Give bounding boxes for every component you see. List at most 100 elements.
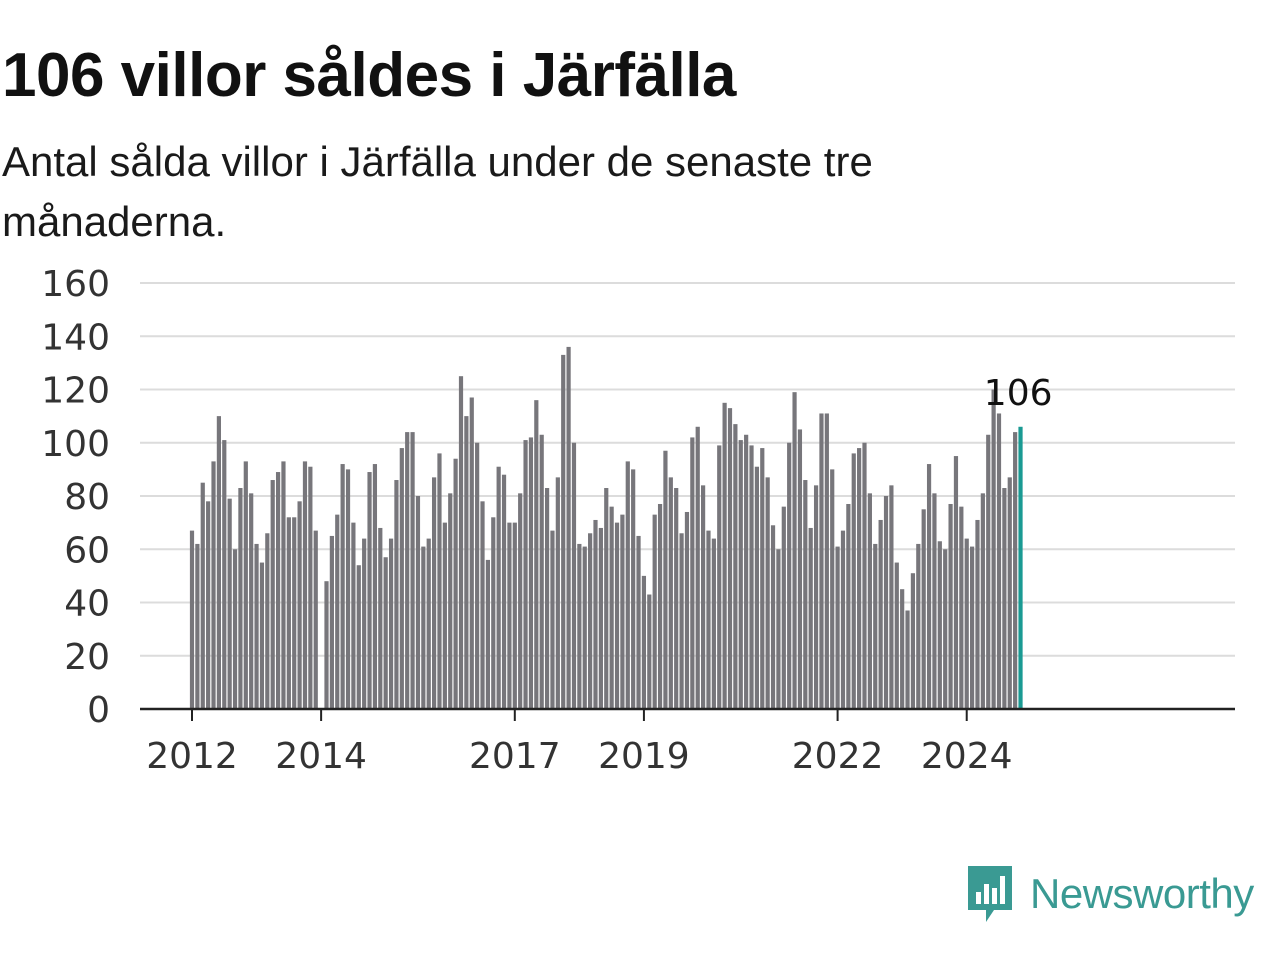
bar bbox=[458, 376, 464, 709]
bar bbox=[399, 448, 404, 709]
bar bbox=[292, 517, 297, 709]
bar bbox=[577, 543, 582, 709]
bar bbox=[878, 519, 883, 709]
bar bbox=[335, 514, 340, 709]
bar bbox=[329, 535, 334, 709]
bar bbox=[345, 469, 351, 709]
bar bbox=[426, 538, 431, 709]
bar bbox=[733, 424, 738, 709]
bar bbox=[555, 477, 560, 709]
bar bbox=[614, 522, 620, 709]
bar bbox=[830, 469, 835, 709]
brand-name: Newsworthy bbox=[1030, 870, 1254, 917]
bar bbox=[206, 501, 211, 709]
bar bbox=[792, 392, 797, 709]
bar bbox=[862, 442, 867, 709]
y-tick-label: 160 bbox=[41, 264, 110, 305]
bar bbox=[975, 519, 980, 709]
bar bbox=[695, 426, 700, 709]
bar bbox=[324, 581, 329, 709]
page-title: 106 villor såldes i Järfälla bbox=[2, 41, 736, 110]
bar bbox=[776, 549, 781, 709]
bar bbox=[846, 503, 851, 709]
y-tick-label: 80 bbox=[64, 477, 110, 518]
bar bbox=[684, 511, 690, 709]
bar bbox=[351, 522, 356, 709]
bar bbox=[539, 434, 544, 709]
bar bbox=[744, 434, 749, 709]
bar bbox=[265, 533, 270, 709]
bar bbox=[867, 493, 872, 709]
bar bbox=[405, 432, 410, 709]
bar bbox=[561, 354, 566, 709]
bar bbox=[259, 562, 265, 709]
annotations: 106 bbox=[984, 373, 1053, 414]
bar bbox=[534, 400, 539, 709]
bar bbox=[760, 448, 765, 709]
bar bbox=[432, 477, 437, 709]
bar bbox=[948, 503, 953, 709]
y-tick-label: 120 bbox=[41, 371, 110, 412]
bar bbox=[894, 562, 899, 709]
bar bbox=[480, 501, 485, 709]
bar bbox=[442, 522, 447, 709]
bar bbox=[953, 456, 959, 709]
bar bbox=[943, 549, 948, 709]
bar bbox=[770, 525, 776, 709]
bar bbox=[313, 530, 318, 709]
bar bbox=[232, 549, 238, 709]
bar bbox=[964, 538, 969, 709]
bar bbox=[372, 464, 378, 709]
bar bbox=[711, 538, 716, 709]
bar bbox=[803, 480, 808, 709]
bar bbox=[415, 496, 421, 709]
bar bbox=[926, 464, 932, 709]
bar bbox=[275, 472, 281, 709]
bar bbox=[738, 440, 743, 709]
bar bbox=[507, 522, 512, 709]
bar bbox=[835, 546, 840, 709]
bar bbox=[840, 530, 846, 709]
bar bbox=[254, 543, 259, 709]
x-tick-label: 2012 bbox=[146, 736, 238, 777]
bar bbox=[668, 477, 673, 709]
bar bbox=[959, 506, 964, 709]
bar bbox=[900, 589, 905, 709]
bar bbox=[991, 389, 996, 709]
bar bbox=[475, 442, 480, 709]
bar bbox=[970, 546, 975, 709]
bar bbox=[727, 408, 733, 709]
bar bbox=[986, 434, 991, 709]
bar bbox=[598, 527, 603, 709]
bar bbox=[222, 440, 227, 709]
bar bbox=[501, 474, 507, 709]
bar bbox=[1007, 477, 1012, 709]
y-tick-label: 60 bbox=[64, 530, 110, 571]
bar bbox=[674, 488, 679, 709]
bar bbox=[308, 466, 313, 709]
bar bbox=[765, 477, 770, 709]
bar bbox=[873, 543, 878, 709]
highlight-bar bbox=[1018, 426, 1023, 709]
bar bbox=[566, 346, 571, 709]
bar bbox=[200, 482, 205, 709]
bar bbox=[523, 440, 528, 709]
bar bbox=[297, 501, 302, 709]
bar bbox=[270, 480, 275, 709]
bar bbox=[883, 496, 889, 709]
bar bbox=[437, 453, 442, 709]
bar bbox=[690, 437, 695, 709]
x-axis: 2012 2014 2017 2019 2022 2024 bbox=[140, 707, 1235, 777]
y-tick-label: 100 bbox=[41, 424, 110, 465]
bar bbox=[453, 458, 458, 709]
bar bbox=[937, 541, 942, 709]
x-tick-label: 2022 bbox=[792, 736, 884, 777]
bar bbox=[1013, 432, 1018, 709]
bar bbox=[469, 397, 474, 709]
bar bbox=[588, 533, 593, 709]
bar bbox=[378, 527, 383, 709]
bar bbox=[281, 461, 286, 709]
bar bbox=[227, 498, 232, 709]
bar bbox=[1002, 488, 1007, 709]
